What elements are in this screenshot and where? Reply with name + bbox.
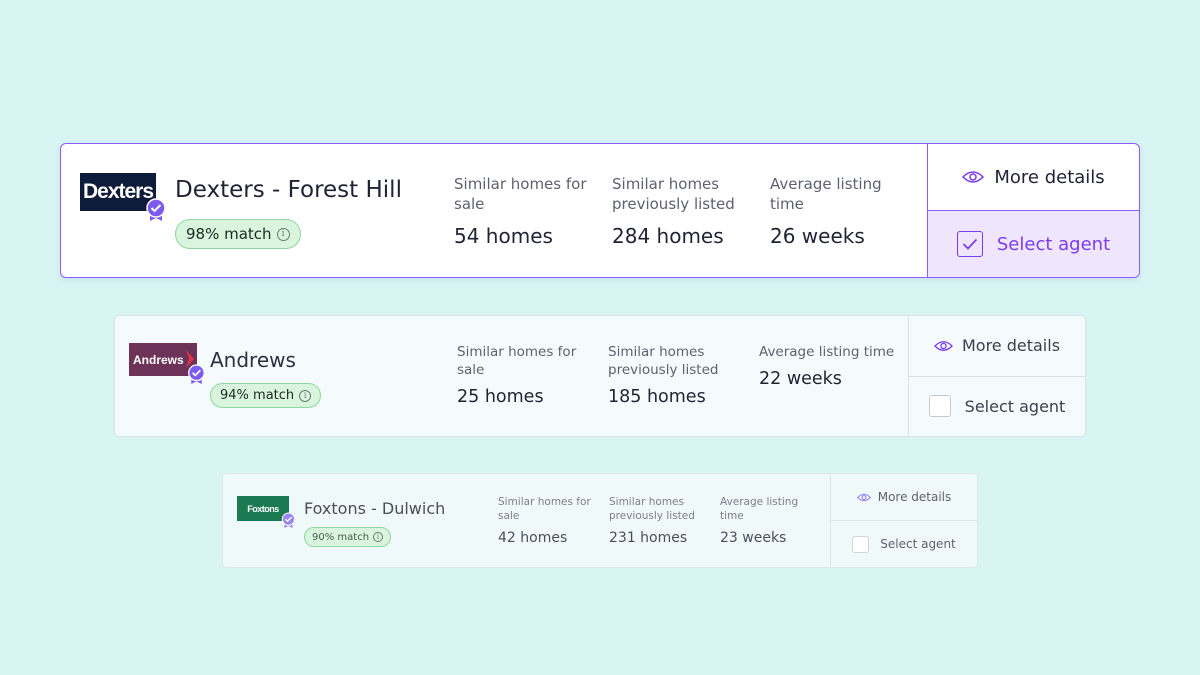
more-details-label: More details xyxy=(877,490,952,504)
stat-label: Similar homes for sale xyxy=(498,496,591,523)
agent-card-main: Foxtons Foxtons - Dulwich 90% match i Si… xyxy=(223,474,830,567)
match-badge[interactable]: 90% match i xyxy=(304,527,392,547)
stat-average-listing-time: Average listing time 22 weeks xyxy=(759,343,909,389)
more-details-button[interactable]: More details xyxy=(831,474,977,521)
eye-icon xyxy=(933,340,953,351)
select-checkbox[interactable] xyxy=(928,395,951,418)
agent-logo: Dexters xyxy=(80,173,156,211)
stat-similar-for-sale: Similar homes for sale 54 homes xyxy=(454,174,594,248)
stat-value: 54 homes xyxy=(454,224,553,248)
match-badge[interactable]: 94% match i xyxy=(210,383,322,408)
agent-logo-text: Foxtons xyxy=(247,503,279,514)
more-details-label: More details xyxy=(961,336,1061,356)
verified-badge-icon xyxy=(187,364,206,389)
stat-label: Similar homes previously listed xyxy=(608,344,719,379)
select-agent-button[interactable]: Select agent xyxy=(831,521,977,567)
chevron-right-icon xyxy=(186,350,194,368)
select-checkbox[interactable] xyxy=(956,231,983,257)
agent-logo: Foxtons xyxy=(237,496,289,521)
stat-average-listing-time: Average listing time 26 weeks xyxy=(770,174,910,248)
select-agent-label: Select agent xyxy=(964,396,1066,416)
stat-value: 185 homes xyxy=(608,387,706,407)
stat-label: Similar homes for sale xyxy=(457,344,577,379)
stat-label: Similar homes previously listed xyxy=(609,496,695,523)
more-details-label: More details xyxy=(994,166,1105,188)
stat-value: 284 homes xyxy=(612,224,724,248)
agent-card: Foxtons Foxtons - Dulwich 90% match i Si… xyxy=(222,473,978,568)
stat-value: 25 homes xyxy=(457,387,544,407)
select-agent-label: Select agent xyxy=(996,233,1111,255)
agent-card: Dexters Dexters - Forest Hill 98% match … xyxy=(60,143,1140,278)
stat-label: Similar homes for sale xyxy=(454,175,587,214)
select-agent-button[interactable]: Select agent xyxy=(909,377,1085,437)
agent-name: Dexters - Forest Hill xyxy=(175,177,402,203)
match-badge[interactable]: 98% match i xyxy=(175,219,301,249)
agent-logo: Andrews xyxy=(129,343,197,376)
stat-value: 23 weeks xyxy=(720,530,787,546)
agent-card-main: Dexters Dexters - Forest Hill 98% match … xyxy=(61,144,927,277)
stat-average-listing-time: Average listing time 23 weeks xyxy=(720,495,816,546)
stat-previously-listed: Similar homes previously listed 185 home… xyxy=(608,343,740,407)
select-checkbox[interactable] xyxy=(852,535,870,553)
agent-logo-text: Andrews xyxy=(133,352,184,367)
stat-similar-for-sale: Similar homes for sale 25 homes xyxy=(457,343,589,407)
stat-value: 26 weeks xyxy=(770,224,865,248)
stat-similar-for-sale: Similar homes for sale 42 homes xyxy=(498,495,594,546)
stat-label: Average listing time xyxy=(720,496,799,523)
agent-card: Andrews Andrews 94% match i Similar home… xyxy=(114,315,1086,437)
match-badge-label: 98% match xyxy=(186,225,272,243)
agent-card-actions: More details Select agent xyxy=(927,144,1139,277)
check-icon xyxy=(962,238,978,250)
stat-value: 42 homes xyxy=(498,530,568,546)
more-details-button[interactable]: More details xyxy=(909,316,1085,377)
info-icon[interactable]: i xyxy=(299,389,312,402)
eye-icon xyxy=(962,171,985,183)
select-agent-label: Select agent xyxy=(880,537,956,551)
agent-card-main: Andrews Andrews 94% match i Similar home… xyxy=(115,316,908,436)
stat-value: 22 weeks xyxy=(759,369,842,389)
agent-card-actions: More details Select agent xyxy=(830,474,977,567)
match-badge-label: 94% match xyxy=(220,388,295,403)
eye-icon xyxy=(856,493,871,501)
more-details-button[interactable]: More details xyxy=(928,144,1139,211)
stat-label: Similar homes previously listed xyxy=(612,175,735,214)
stat-label: Average listing time xyxy=(759,344,895,360)
match-badge-label: 90% match xyxy=(312,531,370,543)
verified-badge-icon xyxy=(281,512,296,533)
verified-badge-icon xyxy=(145,198,167,226)
stat-label: Average listing time xyxy=(770,175,882,214)
agent-card-actions: More details Select agent xyxy=(908,316,1085,436)
agent-name: Foxtons - Dulwich xyxy=(304,499,446,518)
agent-logo-text: Dexters xyxy=(82,180,154,203)
select-agent-button[interactable]: Select agent xyxy=(928,211,1139,277)
stat-previously-listed: Similar homes previously listed 231 home… xyxy=(609,495,705,546)
info-icon[interactable]: i xyxy=(276,227,290,241)
info-icon[interactable]: i xyxy=(373,532,384,542)
agent-name: Andrews xyxy=(210,348,296,372)
stat-value: 231 homes xyxy=(609,530,688,546)
stat-previously-listed: Similar homes previously listed 284 home… xyxy=(612,174,752,248)
